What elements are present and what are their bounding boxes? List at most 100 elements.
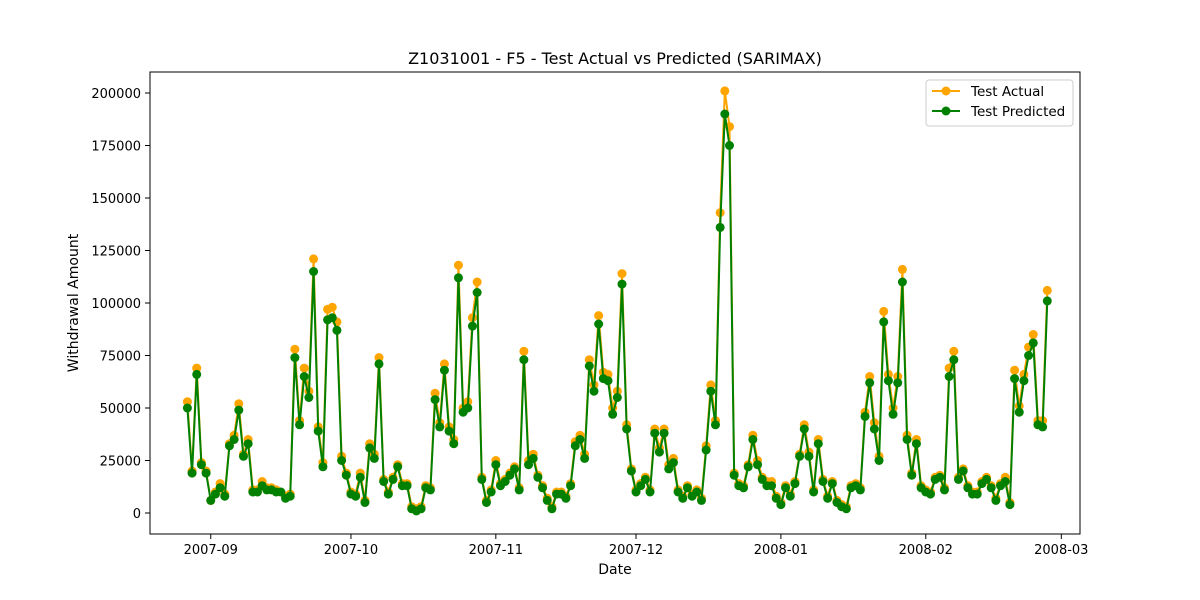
y-tick-label: 75000 [100,350,141,365]
plot-area [149,71,1081,535]
data-point-actual [327,302,337,312]
data-point-predicted [252,487,262,497]
y-tick-label: 50000 [100,402,141,417]
data-point-predicted [640,474,650,484]
legend: Test Actual Test Predicted [925,79,1074,127]
data-point-predicted [622,424,632,434]
data-point-predicted [1024,351,1034,360]
data-point-predicted [804,451,814,461]
data-point-predicted [725,141,734,150]
data-point-predicted [383,489,393,499]
data-point-predicted [477,474,487,484]
data-point-predicted [823,493,833,503]
data-point-predicted [696,495,706,505]
data-point-predicted [664,464,674,474]
y-axis-title: Withdrawal Amount [66,233,82,372]
data-point-predicted [196,460,206,470]
data-point-predicted [243,439,253,449]
x-tick-label: 2008-03 [1034,543,1088,558]
data-point-predicted [182,403,192,413]
data-point-predicted [580,453,590,463]
data-point-predicted [393,462,403,472]
data-point-predicted [743,462,753,472]
data-point-predicted [561,493,571,503]
data-point-predicted [491,460,501,470]
data-point-actual [706,380,716,390]
data-point-predicted [327,313,337,323]
data-point-predicted [276,487,286,497]
data-point-actual [594,311,604,321]
data-point-predicted [1028,338,1038,348]
data-point-predicted [360,498,370,507]
data-point-actual [617,269,627,279]
data-point-predicted [1038,422,1048,432]
data-point-predicted [547,504,557,514]
data-point-predicted [234,405,244,415]
data-point-predicted [505,470,515,480]
data-point-predicted [463,403,473,413]
data-point-predicted [369,453,379,463]
data-point-actual [192,363,202,373]
data-point-predicted [584,361,594,371]
data-point-actual [879,306,889,316]
data-point-predicted [935,472,945,482]
y-tick-label: 150000 [91,192,141,207]
data-point-actual [309,254,319,264]
data-point-predicted [1019,376,1029,386]
data-point-predicted [500,477,510,486]
data-point-predicted [449,439,459,449]
data-point-actual [453,260,463,270]
data-point-actual [430,388,440,398]
y-tick-label: 125000 [91,245,141,260]
data-point-predicted [729,470,739,480]
data-point-predicted [1042,296,1052,306]
y-axis: 0 25000 50000 75000 100000 125000 150000 175000… [91,87,150,522]
data-point-predicted [958,466,968,476]
data-point-predicted [860,411,870,421]
data-point-predicted [486,487,496,497]
data-point-predicted [776,500,786,510]
data-point-predicted [809,487,819,497]
data-point-actual [865,372,875,381]
data-point-predicted [893,378,903,388]
data-point-predicted [911,439,921,449]
data-point-predicted [701,445,711,455]
data-point-predicted [206,495,216,505]
data-point-predicted [192,369,202,379]
data-point-predicted [309,267,319,276]
data-point-predicted [617,279,627,289]
y-tick-label: 100000 [91,297,141,312]
data-point-predicted [1010,374,1020,384]
data-point-predicted [991,495,1001,505]
data-point-predicted [715,222,725,232]
data-point-predicted [682,483,692,493]
data-point-predicted [215,483,225,493]
legend-box [925,79,1074,127]
data-point-predicted [388,474,398,484]
data-point-actual [234,399,244,409]
data-point-actual [439,359,449,369]
data-point-actual [182,397,192,407]
data-point-predicted [986,483,996,493]
data-point-predicted [538,483,548,493]
data-point-actual [1010,365,1020,375]
data-point-predicted [519,355,529,365]
data-point-predicted [533,472,543,482]
x-tick-label: 2007-12 [609,543,663,558]
x-tick-label: 2008-01 [754,543,808,558]
data-point-predicted [201,468,211,478]
data-point-predicted [608,409,618,419]
data-point-predicted [813,439,823,449]
data-point-predicted [318,462,328,472]
data-point-actual [472,277,482,287]
data-point-predicted [1014,407,1024,417]
data-point-predicted [654,447,664,457]
data-point-predicted [295,420,305,430]
data-point-predicted [238,451,248,461]
data-point-actual [299,363,309,373]
legend-label-predicted: Test Predicted [970,104,1065,120]
data-point-predicted [365,443,375,453]
legend-label-actual: Test Actual [970,84,1044,100]
data-point-predicted [430,395,440,405]
data-point-predicted [963,483,973,493]
